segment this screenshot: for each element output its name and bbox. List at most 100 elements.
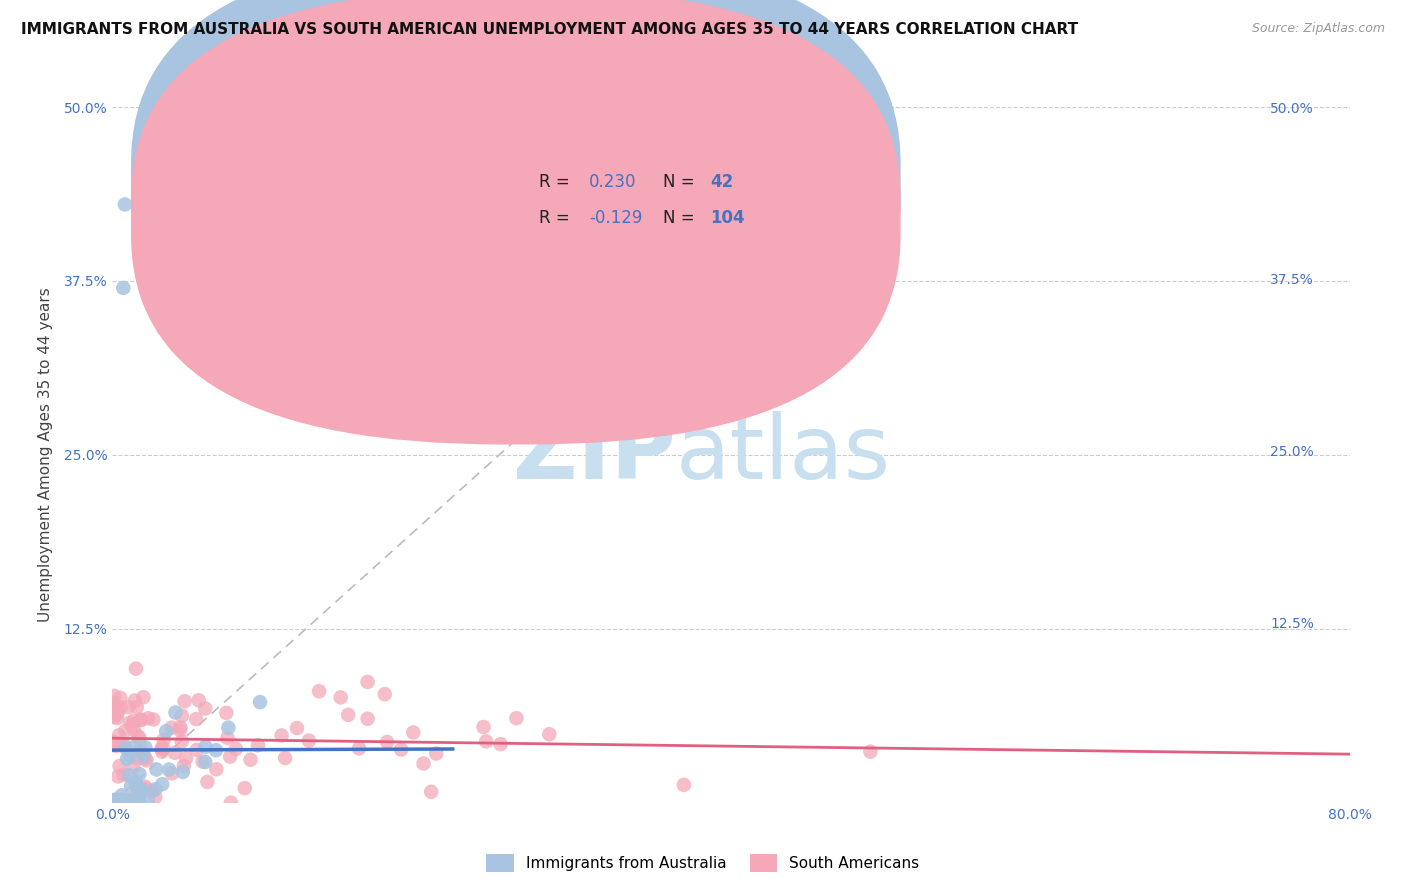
Point: [429, 717, 451, 731]
Point: [193, 771, 215, 785]
Point: [167, 700, 190, 714]
Point: [243, 746, 266, 760]
Point: [173, 730, 195, 744]
Point: [246, 731, 269, 746]
Point: [494, 726, 516, 740]
Point: [267, 713, 290, 727]
Point: [194, 743, 217, 757]
Point: [202, 781, 225, 796]
Point: [186, 654, 208, 668]
Point: [187, 772, 209, 787]
Point: [181, 710, 204, 724]
Point: [169, 691, 191, 706]
Point: [166, 727, 188, 741]
Point: [194, 732, 217, 747]
Point: [193, 741, 215, 756]
Point: [506, 729, 529, 743]
Point: [191, 741, 214, 756]
Point: [188, 733, 211, 747]
Point: [217, 757, 239, 772]
Point: [446, 776, 468, 790]
Point: [285, 744, 308, 758]
Point: [191, 775, 214, 789]
Point: [224, 713, 246, 727]
Point: [256, 735, 278, 749]
Point: [167, 731, 190, 745]
Point: [173, 784, 195, 798]
Point: [264, 698, 287, 712]
FancyBboxPatch shape: [193, 0, 870, 440]
Point: [200, 775, 222, 789]
Text: N =: N =: [661, 208, 697, 226]
Point: [328, 713, 350, 727]
Point: [225, 726, 247, 740]
Point: [219, 738, 242, 752]
Point: [832, 736, 855, 750]
Point: [406, 727, 429, 741]
Point: [246, 747, 269, 761]
Point: [214, 754, 236, 768]
Point: [204, 754, 226, 768]
Point: [228, 687, 250, 701]
Point: [201, 705, 224, 719]
Point: [180, 740, 202, 755]
Point: [166, 681, 188, 696]
Point: [176, 196, 198, 211]
Point: [668, 769, 690, 783]
Point: [167, 691, 190, 706]
Point: [337, 725, 360, 739]
Point: [314, 721, 336, 735]
Point: [190, 774, 212, 789]
Point: [188, 784, 211, 798]
Point: [212, 716, 235, 731]
Text: ZIP: ZIP: [509, 407, 672, 494]
Point: [208, 736, 231, 750]
FancyBboxPatch shape: [193, 0, 870, 406]
Point: [188, 723, 211, 738]
Point: [183, 714, 205, 729]
Point: [195, 784, 218, 798]
Point: [180, 760, 202, 774]
Text: -0.129: -0.129: [595, 208, 648, 226]
Point: [246, 694, 269, 708]
Point: [229, 743, 252, 757]
Point: [219, 698, 242, 712]
Point: [316, 742, 339, 756]
Point: [269, 741, 291, 756]
Point: [419, 734, 441, 748]
Point: [180, 784, 202, 798]
Point: [172, 683, 194, 698]
Point: [172, 728, 194, 742]
Point: [405, 680, 427, 694]
Point: [373, 700, 395, 714]
Text: Source: ZipAtlas.com: Source: ZipAtlas.com: [1251, 22, 1385, 36]
Point: [389, 667, 412, 681]
Point: [266, 723, 288, 737]
Point: [200, 775, 222, 789]
Point: [184, 686, 207, 700]
Point: [170, 720, 193, 734]
Point: [190, 774, 212, 789]
Point: [292, 730, 315, 744]
Text: R =: R =: [551, 172, 588, 190]
Point: [226, 756, 249, 771]
Point: [187, 784, 209, 798]
Point: [346, 677, 368, 691]
Point: [450, 738, 472, 752]
Point: [166, 702, 188, 716]
Point: [186, 784, 208, 798]
Point: [183, 783, 205, 797]
Point: [190, 738, 212, 752]
Point: [550, 719, 572, 733]
Text: atlas: atlas: [672, 407, 887, 494]
Point: [195, 703, 218, 717]
Text: 0.230: 0.230: [595, 172, 643, 190]
Point: [167, 784, 190, 798]
Text: R =: R =: [551, 208, 588, 226]
Point: [174, 278, 197, 293]
Point: [240, 685, 263, 699]
Point: [170, 761, 193, 775]
Point: [224, 714, 246, 729]
Point: [169, 784, 191, 798]
Point: [187, 721, 209, 735]
